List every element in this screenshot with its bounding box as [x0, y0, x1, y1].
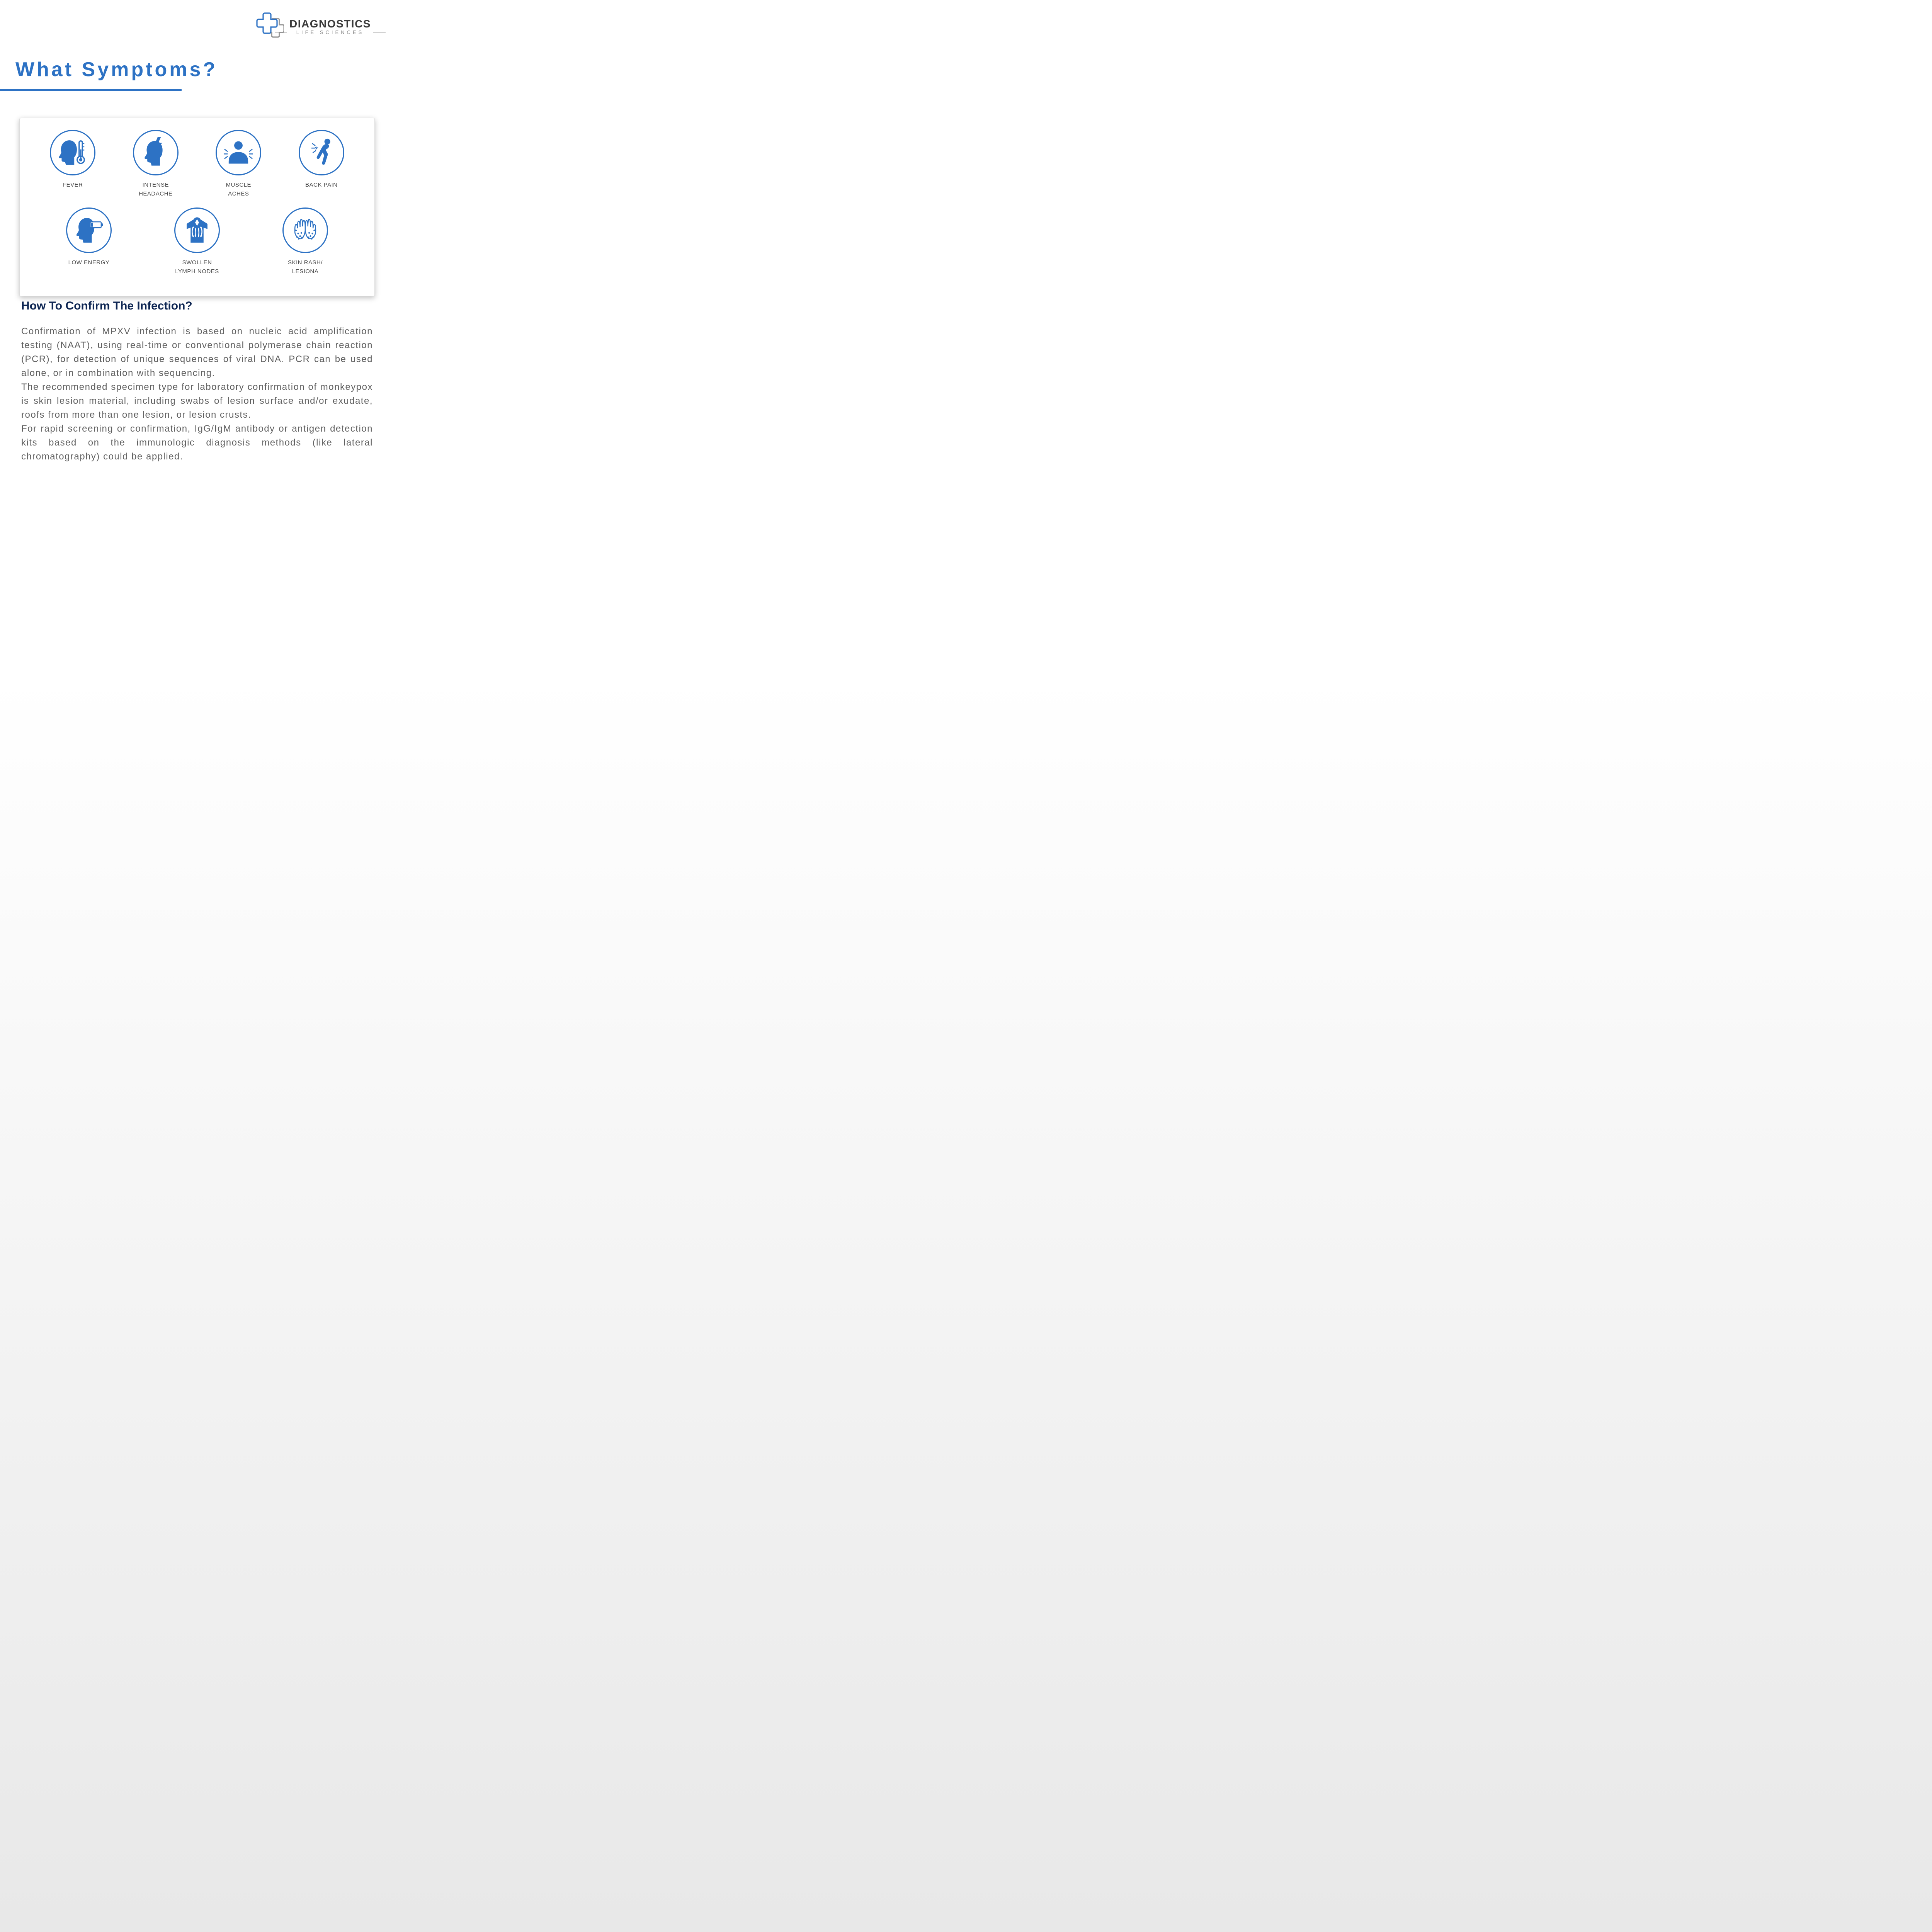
symptom-fever: FEVER [38, 130, 107, 198]
body-paragraph: The recommended specimen type for labora… [21, 380, 373, 422]
plus-cross-icon [256, 12, 284, 40]
symptoms-row-2: LOW ENERGY [31, 207, 363, 276]
brand-text: DIAGNOSTICS LIFE SCIENCES [289, 18, 371, 35]
symptom-label: LOW ENERGY [68, 259, 110, 267]
low-energy-icon [66, 207, 112, 253]
symptom-label: MUSCLEACHES [226, 181, 251, 198]
symptom-label: BACK PAIN [305, 181, 337, 190]
headache-icon [133, 130, 179, 175]
skin-rash-icon [282, 207, 328, 253]
symptom-low-energy: LOW ENERGY [54, 207, 124, 276]
section-subheading: How To Confirm The Infection? [21, 299, 192, 313]
symptom-label: FEVER [63, 181, 83, 190]
symptom-muscle-aches: MUSCLEACHES [204, 130, 273, 198]
brand-name: DIAGNOSTICS [289, 18, 371, 30]
body-text: Confirmation of MPXV infection is based … [21, 325, 373, 464]
symptom-headache: INTENSEHEADACHE [121, 130, 190, 198]
body-paragraph: For rapid screening or confirmation, IgG… [21, 422, 373, 464]
body-paragraph: Confirmation of MPXV infection is based … [21, 325, 373, 380]
symptom-swollen-lymph: SWOLLENLYMPH NODES [162, 207, 232, 276]
brand-logo: DIAGNOSTICS LIFE SCIENCES [256, 12, 371, 40]
muscle-aches-icon [216, 130, 261, 175]
symptom-back-pain: BACK PAIN [287, 130, 356, 198]
symptom-label: SWOLLENLYMPH NODES [175, 259, 219, 276]
symptoms-row-1: FEVER INTENSEHEADACHE [31, 130, 363, 198]
symptom-label: INTENSEHEADACHE [139, 181, 172, 198]
brand-tagline: LIFE SCIENCES [289, 29, 371, 35]
swollen-lymph-icon [174, 207, 220, 253]
page-title: What Symptoms? [15, 58, 218, 81]
back-pain-icon [299, 130, 344, 175]
symptom-label: SKIN RASH/LESIONA [288, 259, 323, 276]
symptoms-card: FEVER INTENSEHEADACHE [19, 118, 375, 296]
fever-icon [50, 130, 95, 175]
symptom-skin-rash: SKIN RASH/LESIONA [270, 207, 340, 276]
title-underline [0, 89, 182, 91]
